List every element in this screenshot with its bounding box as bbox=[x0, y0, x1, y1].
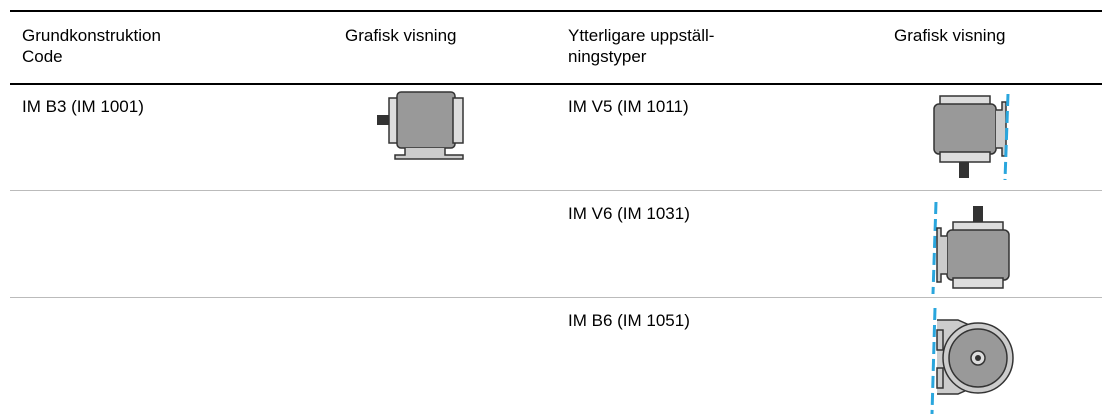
header-rule bbox=[10, 83, 1102, 85]
table-top-rule bbox=[10, 10, 1102, 12]
header-line: Code bbox=[22, 47, 63, 66]
header-cell: Grafisk visning bbox=[345, 25, 456, 46]
code-cell: IM B3 (IM 1001) bbox=[22, 97, 144, 116]
type-cell: IM V5 (IM 1011) bbox=[568, 97, 689, 116]
header-cell: Ytterligare uppställ- ningstyper bbox=[568, 25, 714, 67]
type-cell: IM V6 (IM 1031) bbox=[568, 204, 690, 223]
header-line: ningstyper bbox=[568, 47, 647, 66]
header-line: Grundkonstruktion bbox=[22, 26, 161, 45]
header-cell: Grundkonstruktion Code bbox=[22, 25, 161, 67]
motor-icon-b6 bbox=[930, 307, 1014, 415]
type-cell: IM B6 (IM 1051) bbox=[568, 311, 690, 330]
row-rule bbox=[10, 297, 1102, 298]
motor-icon-b3 bbox=[377, 91, 464, 160]
motor-icon-v6 bbox=[931, 201, 1010, 295]
motor-icon-v5 bbox=[933, 93, 1010, 181]
header-line: Ytterligare uppställ- bbox=[568, 26, 715, 45]
header-line: Grafisk visning bbox=[345, 26, 457, 45]
header-line: Grafisk visning bbox=[894, 26, 1006, 45]
header-cell: Grafisk visning bbox=[894, 25, 1005, 46]
row-rule bbox=[10, 190, 1102, 191]
